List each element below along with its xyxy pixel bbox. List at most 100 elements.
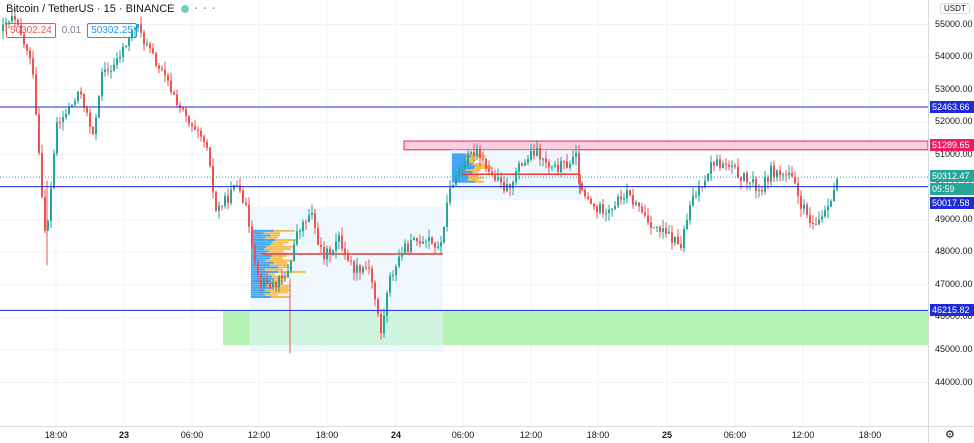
- candle: [362, 265, 364, 275]
- gear-icon[interactable]: ⚙: [945, 429, 955, 441]
- candle-body: [107, 69, 109, 71]
- candle: [665, 222, 667, 238]
- candle: [689, 201, 691, 225]
- candle: [650, 215, 652, 235]
- candle: [425, 238, 427, 248]
- candle-body: [293, 244, 295, 261]
- candle: [662, 220, 664, 240]
- candle: [233, 184, 235, 192]
- candle-body: [8, 21, 10, 23]
- profile-bar-buy: [251, 243, 271, 246]
- candle-body: [740, 177, 742, 181]
- sell-button[interactable]: 50302.24: [6, 23, 56, 38]
- price-tick-label: 48000.00: [935, 246, 973, 257]
- candle: [545, 151, 547, 169]
- candle-body: [509, 183, 511, 189]
- candle: [164, 61, 166, 83]
- candle-body: [242, 190, 244, 203]
- candle: [401, 246, 403, 261]
- profile-bar-buy: [251, 234, 271, 237]
- candle-body: [500, 177, 502, 183]
- candle-body: [782, 174, 784, 176]
- candle-body: [554, 164, 556, 167]
- candle-body: [83, 94, 85, 108]
- candle: [536, 140, 538, 157]
- profile-bar-sell: [264, 293, 278, 296]
- profile-bar-buy: [452, 159, 467, 162]
- candle-body: [728, 164, 730, 167]
- profile-bar-buy: [452, 157, 466, 160]
- time-tick-label: 23: [118, 430, 130, 440]
- candle: [212, 158, 214, 199]
- profile-bar-buy: [251, 241, 273, 244]
- candle: [146, 38, 148, 47]
- price-tag: 05:59: [930, 183, 974, 196]
- symbol-title[interactable]: Bitcoin / TetherUS · 15 · BINANCE: [6, 3, 175, 15]
- buy-button[interactable]: 50302.25: [87, 23, 137, 38]
- candle-body: [332, 250, 334, 255]
- candle: [719, 154, 721, 172]
- candle-body: [350, 260, 352, 262]
- candle: [677, 228, 679, 245]
- time-tick-label: 12:00: [247, 430, 271, 440]
- profile-bar-sell: [465, 157, 475, 160]
- candle-body: [152, 48, 154, 54]
- chart-area[interactable]: Bitcoin / TetherUS · 15 · BINANCE · · · …: [0, 0, 928, 426]
- candle: [797, 177, 799, 204]
- candle-body: [641, 206, 643, 213]
- candle-body: [146, 43, 148, 45]
- candle-body: [230, 189, 232, 203]
- candle: [218, 201, 220, 219]
- candle: [338, 231, 340, 250]
- candle: [368, 259, 370, 275]
- candle: [140, 16, 142, 38]
- candle-body: [662, 228, 664, 232]
- candle: [557, 158, 559, 176]
- time-axis[interactable]: 18:00 23 06:00 12:00 18:00 24 06:00 12:00 18:00 2…: [0, 426, 928, 443]
- candle-body: [635, 202, 637, 205]
- candle: [413, 236, 415, 241]
- candle: [620, 189, 622, 205]
- candle: [803, 199, 805, 215]
- dots-horizontal-icon[interactable]: · · ·: [194, 3, 217, 15]
- candle: [335, 233, 337, 259]
- chart-legend: Bitcoin / TetherUS · 15 · BINANCE · · ·: [6, 3, 217, 15]
- candle: [197, 126, 199, 139]
- candle-body: [11, 15, 13, 22]
- time-tick-label: 12:00: [519, 430, 543, 440]
- candle: [257, 259, 259, 283]
- price-axis[interactable]: USDT 55000.00 54000.00 53000.00 52000.00 510…: [928, 0, 974, 426]
- candle: [479, 145, 481, 167]
- profile-bar-buy: [251, 266, 279, 269]
- candle-body: [86, 107, 88, 113]
- candle: [35, 66, 37, 116]
- trade-buttons: 50302.24 0.01 50302.25: [6, 23, 137, 38]
- candle-body: [524, 162, 526, 166]
- candle: [587, 192, 589, 201]
- currency-label[interactable]: USDT: [940, 3, 970, 14]
- candle: [389, 272, 391, 297]
- candle: [131, 29, 133, 42]
- axis-corner: ⚙: [928, 426, 974, 443]
- candle-body: [800, 195, 802, 209]
- candle: [308, 208, 310, 223]
- candle: [539, 143, 541, 167]
- candle-body: [464, 165, 466, 170]
- profile-bar-buy: [251, 252, 266, 255]
- candle: [59, 117, 61, 129]
- candle-body: [263, 278, 265, 288]
- candle: [731, 160, 733, 174]
- profile-bar-sell: [472, 170, 479, 173]
- candle-body: [32, 58, 34, 75]
- candle: [590, 196, 592, 205]
- price-chart[interactable]: [0, 0, 928, 426]
- candle-body: [521, 163, 523, 166]
- candle: [638, 202, 640, 212]
- candle-body: [197, 129, 199, 131]
- profile-bar-sell: [278, 266, 291, 269]
- candle-body: [119, 56, 121, 59]
- candle: [572, 148, 574, 166]
- candle: [395, 264, 397, 282]
- candle: [224, 192, 226, 209]
- candle-body: [506, 183, 508, 191]
